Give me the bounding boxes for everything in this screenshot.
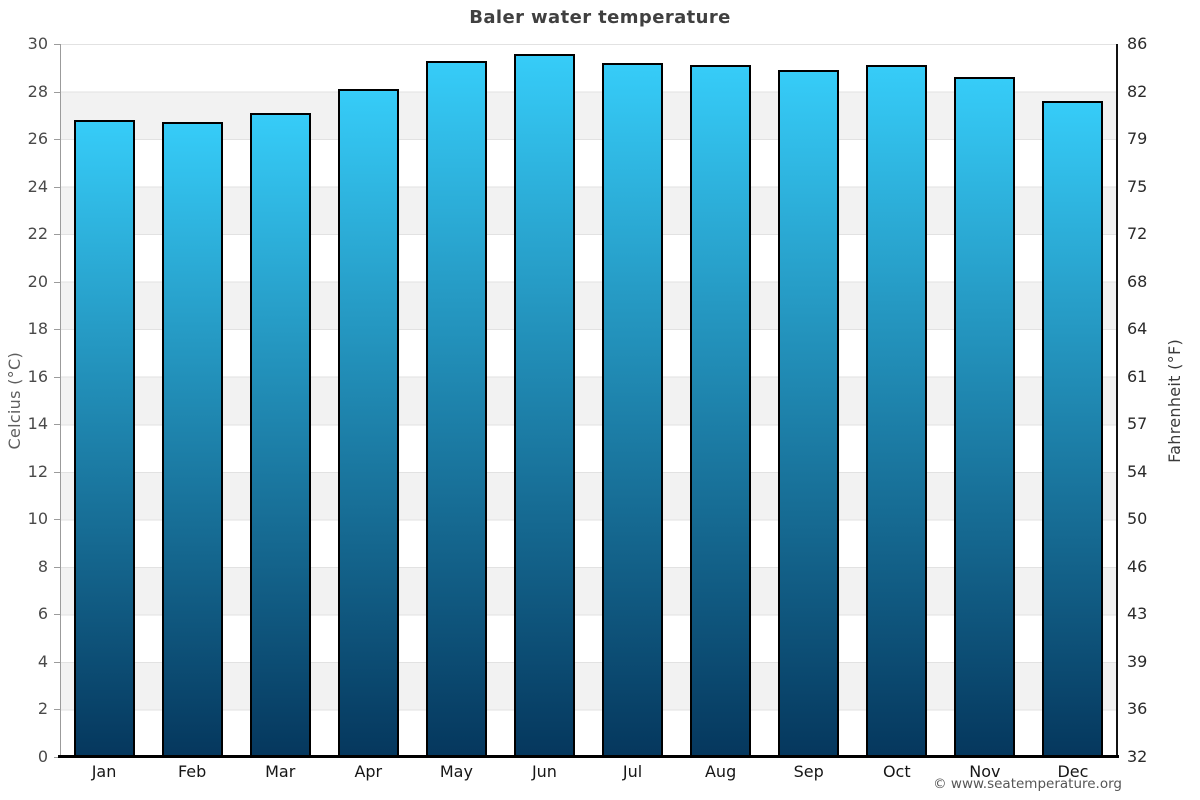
celsius-tick-label: 8 — [37, 556, 48, 576]
celsius-tick-label: 22 — [27, 224, 48, 244]
celsius-tick-mark — [54, 281, 60, 283]
temperature-bar-jan — [73, 120, 135, 757]
celsius-tick-mark — [54, 757, 60, 758]
plot-area — [60, 44, 1117, 757]
celsius-tick-mark — [54, 566, 60, 568]
celsius-tick-label: 16 — [27, 366, 48, 386]
chart-title: Baler water temperature — [469, 7, 731, 28]
fahrenheit-tick-label: 72 — [1127, 224, 1148, 244]
fahrenheit-tick-label: 79 — [1127, 129, 1148, 149]
celsius-tick-label: 6 — [37, 604, 48, 624]
celsius-tick-mark — [54, 614, 60, 616]
celsius-tick-label: 20 — [27, 271, 48, 291]
celsius-tick-label: 10 — [27, 509, 48, 529]
month-label-jan: Jan — [91, 762, 117, 781]
celsius-tick-label: 4 — [37, 651, 48, 671]
fahrenheit-tick-label: 46 — [1127, 556, 1148, 576]
celsius-tick-mark — [54, 234, 60, 236]
celsius-tick-label: 26 — [27, 129, 48, 149]
temperature-bar-jun — [513, 53, 575, 757]
celsius-tick-label: 24 — [27, 176, 48, 196]
celsius-tick-mark — [54, 519, 60, 521]
month-label-mar: Mar — [265, 762, 296, 781]
celsius-axis-title: Celcius (°C) — [2, 44, 26, 757]
celsius-tick-label: 0 — [37, 747, 48, 766]
celsius-tick-label: 14 — [27, 414, 48, 434]
fahrenheit-tick-label: 86 — [1127, 34, 1148, 53]
month-label-may: May — [439, 762, 473, 781]
celsius-tick-mark — [54, 471, 60, 473]
celsius-tick-label: 30 — [27, 34, 48, 53]
celsius-tick-label: 12 — [27, 461, 48, 481]
bottom-axis-line — [58, 755, 1119, 758]
fahrenheit-tick-label: 61 — [1127, 366, 1148, 386]
temperature-bar-apr — [337, 89, 399, 757]
month-label-sep: Sep — [793, 762, 824, 781]
month-label-aug: Aug — [704, 762, 737, 781]
fahrenheit-tick-label: 43 — [1127, 604, 1148, 624]
month-label-nov: Nov — [969, 762, 1001, 781]
temperature-bar-jul — [602, 63, 664, 757]
celsius-tick-mark — [54, 661, 60, 663]
month-label-feb: Feb — [177, 762, 207, 781]
celsius-tick-mark — [54, 139, 60, 141]
celsius-axis-title-text: Celcius (°C) — [4, 351, 24, 450]
temperature-bar-sep — [778, 70, 840, 757]
celsius-tick-label: 28 — [27, 81, 48, 101]
temperature-bar-aug — [690, 65, 752, 757]
month-label-jul: Jul — [622, 762, 643, 781]
left-axis-line — [60, 44, 61, 757]
temperature-bar-feb — [161, 122, 223, 757]
fahrenheit-tick-label: 32 — [1127, 747, 1148, 766]
celsius-tick-label: 18 — [27, 319, 48, 339]
celsius-tick-mark — [54, 709, 60, 711]
month-label-apr: Apr — [354, 762, 383, 781]
copyright-watermark: © www.seatemperature.org — [933, 776, 1122, 792]
fahrenheit-tick-label: 68 — [1127, 271, 1148, 291]
month-label-dec: Dec — [1057, 762, 1089, 781]
fahrenheit-tick-label: 54 — [1127, 461, 1148, 481]
celsius-tick-mark — [54, 91, 60, 93]
fahrenheit-axis-title: Fahrenheit (°F) — [1160, 44, 1188, 757]
temperature-bar-dec — [1042, 101, 1104, 757]
celsius-tick-mark — [54, 44, 60, 45]
fahrenheit-tick-label: 64 — [1127, 319, 1148, 339]
fahrenheit-tick-label: 57 — [1127, 414, 1148, 434]
celsius-tick-mark — [54, 376, 60, 378]
month-label-jun: Jun — [531, 762, 557, 781]
temperature-bar-nov — [954, 77, 1016, 757]
fahrenheit-tick-label: 36 — [1127, 699, 1148, 719]
fahrenheit-tick-label: 75 — [1127, 176, 1148, 196]
month-label-oct: Oct — [882, 762, 911, 781]
right-axis-line — [1116, 44, 1118, 757]
celsius-tick-mark — [54, 186, 60, 188]
celsius-tick-label: 2 — [37, 699, 48, 719]
temperature-bar-mar — [249, 112, 311, 757]
celsius-tick-mark — [54, 424, 60, 426]
celsius-tick-mark — [54, 329, 60, 331]
fahrenheit-tick-label: 50 — [1127, 509, 1148, 529]
fahrenheit-axis-title-text: Fahrenheit (°F) — [1164, 338, 1184, 463]
temperature-bar-may — [425, 60, 487, 757]
fahrenheit-tick-label: 39 — [1127, 651, 1148, 671]
temperature-bar-oct — [866, 65, 928, 757]
fahrenheit-tick-label: 82 — [1127, 81, 1148, 101]
